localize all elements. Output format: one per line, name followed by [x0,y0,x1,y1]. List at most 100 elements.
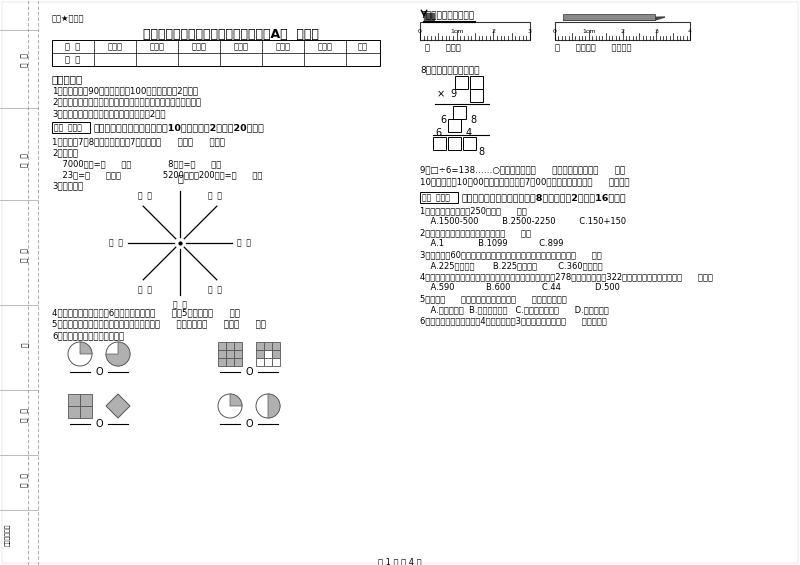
Bar [256,342,264,350]
Text: 绝密★启用前: 绝密★启用前 [52,14,85,23]
Bar [80,394,92,406]
Text: 得分  评卷人: 得分 评卷人 [54,124,82,133]
Text: 2、换算。: 2、换算。 [52,148,78,157]
Text: 7、量出钉子的长度。: 7、量出钉子的长度。 [420,10,474,19]
Text: 1、考试时间：90分钟，满分为100分（含卷面分2分）。: 1、考试时间：90分钟，满分为100分（含卷面分2分）。 [52,86,198,95]
Text: A.一定，可能  B.可能，不可能   C.不可能，不可能      D.可能，可能: A.一定，可能 B.可能，不可能 C.不可能，不可能 D.可能，可能 [420,305,609,314]
Bar [80,406,92,418]
Text: 3、把一根长60厘米的铁丝围成一个正方形，这个正方形的面积是（      ）。: 3、把一根长60厘米的铁丝围成一个正方形，这个正方形的面积是（ ）。 [420,250,602,259]
Bar [226,350,234,358]
Text: （  ）: （ ） [173,301,187,310]
Text: 成  绩: 成 绩 [21,473,30,487]
Text: 得  分: 得 分 [66,55,81,64]
Text: O: O [245,419,253,429]
Text: A.1             B.1099            C.899: A.1 B.1099 C.899 [420,239,563,248]
Text: O: O [95,367,103,377]
Bar [52,122,90,133]
Text: 8: 8 [470,115,476,125]
Bar [453,106,466,119]
Bar [433,137,446,150]
Text: 裁剪（副卷）: 裁剪（副卷） [6,524,10,546]
Text: 一、用心思考，正确填空（共10小题，每题2分，共20分）。: 一、用心思考，正确填空（共10小题，每题2分，共20分）。 [94,124,265,133]
Text: 内: 内 [21,343,30,347]
Text: （  ）: （ ） [109,238,123,247]
Bar [555,22,690,40]
Wedge shape [106,342,130,366]
Text: 9、□÷6=138……○，余数最大填（      ），这时被除数是（      ）。: 9、□÷6=138……○，余数最大填（ ），这时被除数是（ ）。 [420,165,625,174]
Bar [234,358,242,366]
Polygon shape [424,13,434,20]
Text: A.1500-500         B.2500-2250         C.150+150: A.1500-500 B.2500-2250 C.150+150 [420,217,626,226]
Text: 3、不要在试卷上乱写乱画，卷面不整洁扣2分。: 3、不要在试卷上乱写乱画，卷面不整洁扣2分。 [52,109,166,118]
Text: O: O [245,367,253,377]
Text: 23吨=（      ）千克                5200千克－200千克=（      ）吨: 23吨=（ ）千克 5200千克－200千克=（ ）吨 [52,170,262,179]
Text: 2、最小三位数和最大三位数的和是（      ）。: 2、最小三位数和最大三位数的和是（ ）。 [420,228,531,237]
Bar [463,137,476,150]
Text: 1cm: 1cm [582,29,595,34]
Text: （  ）: （ ） [138,192,152,201]
Text: 考试须知：: 考试须知： [52,74,83,84]
Bar [470,76,483,89]
Bar [420,22,530,40]
Text: —: — [225,367,235,377]
Text: （  ）: （ ） [237,238,251,247]
Text: （      ）厘米（      ）毫米。: （ ）厘米（ ）毫米。 [555,43,631,52]
Text: 班  级: 班 级 [21,153,30,167]
Text: 第 1 页 共 4 页: 第 1 页 共 4 页 [378,557,422,565]
Text: 北: 北 [177,173,183,183]
Bar [234,350,242,358]
Text: 应用题: 应用题 [318,42,333,51]
Text: O: O [95,419,103,429]
Text: 选择题: 选择题 [150,42,165,51]
Text: 6、一个长方形花坛的宽是4米，长是宽的3倍，花坛的面积是（      ）平方米。: 6、一个长方形花坛的宽是4米，长是宽的3倍，花坛的面积是（ ）平方米。 [420,316,606,325]
Text: 6: 6 [440,115,446,125]
Text: （      ）毫米: （ ）毫米 [425,43,461,52]
Text: 总分: 总分 [358,42,368,51]
Polygon shape [563,17,665,20]
Bar [272,342,280,350]
Bar [234,342,242,350]
Text: 2、请首先按要求在试卷的指定位置填写您的姓名、班级、学号。: 2、请首先按要求在试卷的指定位置填写您的姓名、班级、学号。 [52,98,201,106]
Bar [226,358,234,366]
Text: 3: 3 [528,29,532,34]
Bar [448,119,461,132]
Wedge shape [230,394,242,406]
Text: 10、小林晚上10：00睡觉，第二天早上7：00起床，他一共睡了（      ）小时。: 10、小林晚上10：00睡觉，第二天早上7：00起床，他一共睡了（ ）小时。 [420,177,630,186]
Bar [218,350,226,358]
Text: 6: 6 [435,128,441,138]
Text: 得分  评卷人: 得分 评卷人 [422,193,450,202]
Text: 计算题: 计算题 [234,42,249,51]
Text: A.590            B.600            C.44             D.500: A.590 B.600 C.44 D.500 [420,283,620,292]
Bar [218,358,226,366]
Text: 4、把一根绳子平均分成6份，每份是它的（      ），5份是它的（      ）。: 4、把一根绳子平均分成6份，每份是它的（ ），5份是它的（ ）。 [52,308,240,317]
Bar [272,358,280,366]
Text: （  ）: （ ） [208,192,222,201]
Text: 判断题: 判断题 [191,42,206,51]
Text: 1、时针在7和8之间，分针指向7，这时是（      ）时（      ）分。: 1、时针在7和8之间，分针指向7，这时是（ ）时（ ）分。 [52,137,225,146]
Text: 题  号: 题 号 [66,42,81,51]
Text: —: — [225,419,235,429]
Text: 4、广州新电视塔是广州市目前最高的建筑，它比中信大厦高278米，中信大厦高322米，那么广州新电视塔高（      ）米。: 4、广州新电视塔是广州市目前最高的建筑，它比中信大厦高278米，中信大厦高322… [420,272,713,281]
Bar [218,342,226,350]
Text: 2: 2 [491,29,495,34]
Text: 1cm: 1cm [450,29,463,34]
Wedge shape [80,342,92,354]
Text: —: — [262,419,274,429]
Text: （  ）: （ ） [208,285,222,294]
Bar [272,350,280,358]
Text: 1、下面的结果同样是250的是（      ）。: 1、下面的结果同样是250的是（ ）。 [420,206,526,215]
Text: 4: 4 [466,128,472,138]
Text: A.225平方分米       B.225平方厘米        C.360平方厘米: A.225平方分米 B.225平方厘米 C.360平方厘米 [420,261,602,270]
Bar [455,76,468,89]
Text: —: — [113,419,123,429]
Bar [264,350,272,358]
Text: 3: 3 [654,29,658,34]
Text: —: — [74,419,86,429]
Text: 0: 0 [553,29,557,34]
Bar [256,350,264,358]
Bar [264,358,272,366]
Text: —: — [74,367,86,377]
Wedge shape [268,394,280,418]
Text: 2: 2 [621,29,625,34]
Text: 5、明天（      ）会下雨，今天下午我（      ）游遍全世界。: 5、明天（ ）会下雨，今天下午我（ ）游遍全世界。 [420,294,566,303]
